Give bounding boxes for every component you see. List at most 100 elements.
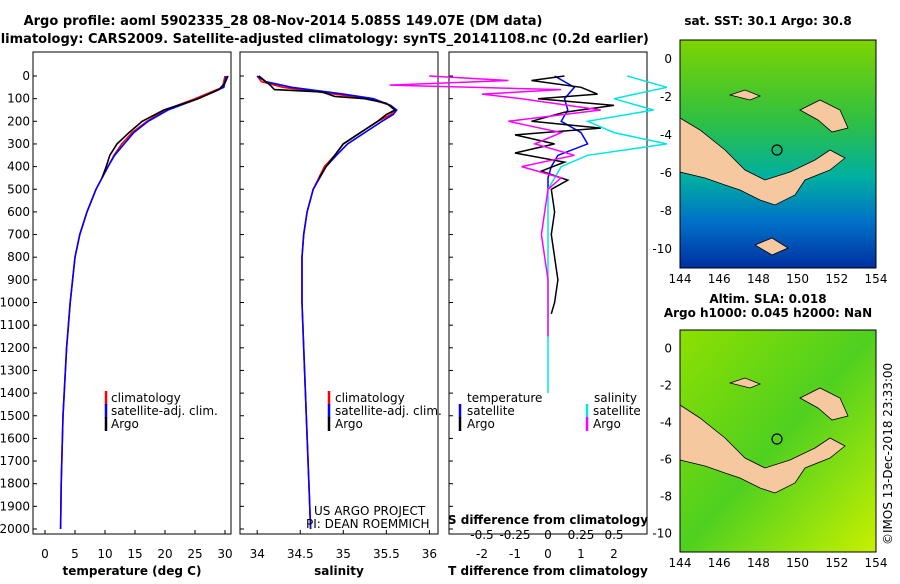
series-climatology	[59, 75, 226, 530]
depth-tick-label: 1400	[0, 386, 30, 400]
depth-tick-label: 1100	[0, 318, 30, 332]
x-tick-labels: 0 5 10 15 20 25 30 34 34.5 35 35.5 36 -2 -1 0 1 2 -0.5 -0.…	[41, 528, 623, 561]
annotation-line1: US ARGO PROJECT	[314, 504, 426, 518]
legend-sargo: Argo	[593, 417, 621, 431]
depth-tick-label: 700	[7, 228, 30, 242]
depth-tick-label: 200	[7, 114, 30, 128]
depth-tick-label: 1200	[0, 341, 30, 355]
x-tick-label: 36	[422, 547, 437, 561]
map-lat-tick: -2	[660, 90, 672, 104]
legend-tsat: satellite	[467, 404, 515, 418]
s-tick-label: -0.5	[470, 528, 493, 542]
x-tick-label: 0	[41, 547, 49, 561]
x-tick-label: 25	[187, 547, 202, 561]
salinity-panel	[239, 51, 439, 535]
salinity-series	[256, 75, 398, 530]
depth-axis: 0 100 200 300 400 500 600 700 800 900 1000 1100 1200…	[0, 69, 453, 536]
x-tick-label: 34.5	[287, 547, 314, 561]
sst-map	[679, 39, 877, 269]
series-satellite-adj--clim-	[59, 75, 227, 530]
series-satellite-adj--clim-	[256, 75, 398, 530]
land-new-guinea	[679, 117, 846, 206]
map-lon-tick: 144	[669, 272, 692, 286]
series-s-argo	[389, 75, 601, 337]
series-t-satellite	[547, 75, 589, 190]
land-island	[728, 89, 762, 101]
map-lat-tick: -4	[660, 416, 672, 430]
sla-map-frame	[679, 329, 877, 553]
temperature-xlabel: temperature (deg C)	[63, 564, 202, 578]
series-t-argo	[514, 75, 615, 315]
series-argo	[258, 75, 397, 179]
difference-xlabel: T difference from climatology	[448, 564, 648, 578]
x-tick-label: 5	[71, 547, 79, 561]
legend-argo: Argo	[335, 417, 363, 431]
x-tick-label: -1	[509, 547, 521, 561]
legend-sat: satellite-adj. clim.	[111, 404, 218, 418]
depth-tick-label: 800	[7, 250, 30, 264]
difference-panel	[448, 51, 648, 535]
series-argo	[101, 75, 229, 179]
legend-clim: climatology	[335, 391, 405, 405]
map-lat-tick: -8	[660, 204, 672, 218]
x-tick-label: 30	[217, 547, 232, 561]
legend-clim: climatology	[111, 391, 181, 405]
depth-tick-label: 0	[22, 69, 30, 83]
depth-tick-label: 1000	[0, 296, 30, 310]
series-climatology	[256, 75, 397, 530]
argo-marker	[771, 433, 783, 445]
map-lat-tick: -10	[652, 527, 672, 541]
map-lat-tick: -8	[660, 490, 672, 504]
map-tick-labels: 0 -2 -4 -6 -8 -10 144 146 148 150 152 154 0 -2 -4 -6 -8 -…	[652, 52, 887, 570]
x-tick-label: 2	[610, 547, 618, 561]
temperature-series	[59, 75, 229, 530]
difference-series	[389, 75, 668, 394]
sla-map-title1: Altim. SLA: 0.018	[709, 292, 826, 306]
map-lon-tick: 146	[708, 556, 731, 570]
land-new-britain	[799, 99, 849, 133]
depth-tick-label: 1700	[0, 454, 30, 468]
x-tick-label: 1	[577, 547, 585, 561]
sla-map	[679, 329, 877, 553]
legend-sat: satellite-adj. clim.	[335, 404, 442, 418]
depth-tick-label: 1600	[0, 431, 30, 445]
legend-targo: Argo	[467, 417, 495, 431]
depth-tick-label: 1500	[0, 409, 30, 423]
depth-tick-label: 2000	[0, 522, 30, 536]
map-lat-tick: -6	[660, 453, 672, 467]
x-tick-label: 34	[250, 547, 265, 561]
map-lat-tick: 0	[664, 52, 672, 66]
land-new-guinea	[679, 404, 846, 494]
map-lat-tick: -2	[660, 379, 672, 393]
depth-tick-label: 1900	[0, 499, 30, 513]
salinity-legend: climatology satellite-adj. clim. Argo	[327, 391, 442, 431]
map-lon-tick: 154	[865, 272, 888, 286]
map-lon-tick: 154	[865, 556, 888, 570]
land-new-britain	[799, 387, 849, 421]
sst-map-frame	[679, 39, 877, 269]
sla-map-title2: Argo h1000: 0.045 h2000: NaN	[664, 306, 872, 320]
map-lon-tick: 150	[786, 556, 809, 570]
x-tick-label: -2	[476, 547, 488, 561]
depth-tick-label: 400	[7, 160, 30, 174]
map-lon-tick: 150	[786, 272, 809, 286]
legend-ssat: satellite	[593, 404, 641, 418]
x-tick-label: 15	[127, 547, 142, 561]
x-tick-label: 10	[97, 547, 112, 561]
depth-tick-label: 900	[7, 273, 30, 287]
map-lat-tick: -10	[652, 242, 672, 256]
legend-argo: Argo	[111, 417, 139, 431]
map-lon-tick: 152	[825, 272, 848, 286]
temperature-panel	[32, 51, 232, 535]
temperature-legend: climatology satellite-adj. clim. Argo	[104, 391, 218, 431]
s-tick-label: 0.25	[568, 528, 595, 542]
sst-map-title: sat. SST: 30.1 Argo: 30.8	[684, 14, 851, 28]
argo-marker	[771, 144, 783, 156]
depth-tick-label: 1800	[0, 477, 30, 491]
title-line2: Climatology: CARS2009. Satellite-adjuste…	[0, 32, 649, 47]
map-lon-tick: 148	[747, 272, 770, 286]
x-tick-label: 35.5	[373, 547, 400, 561]
s-tick-label: 0.5	[604, 528, 623, 542]
title-line1: Argo profile: aoml 5902335_28 08-Nov-201…	[24, 14, 543, 29]
